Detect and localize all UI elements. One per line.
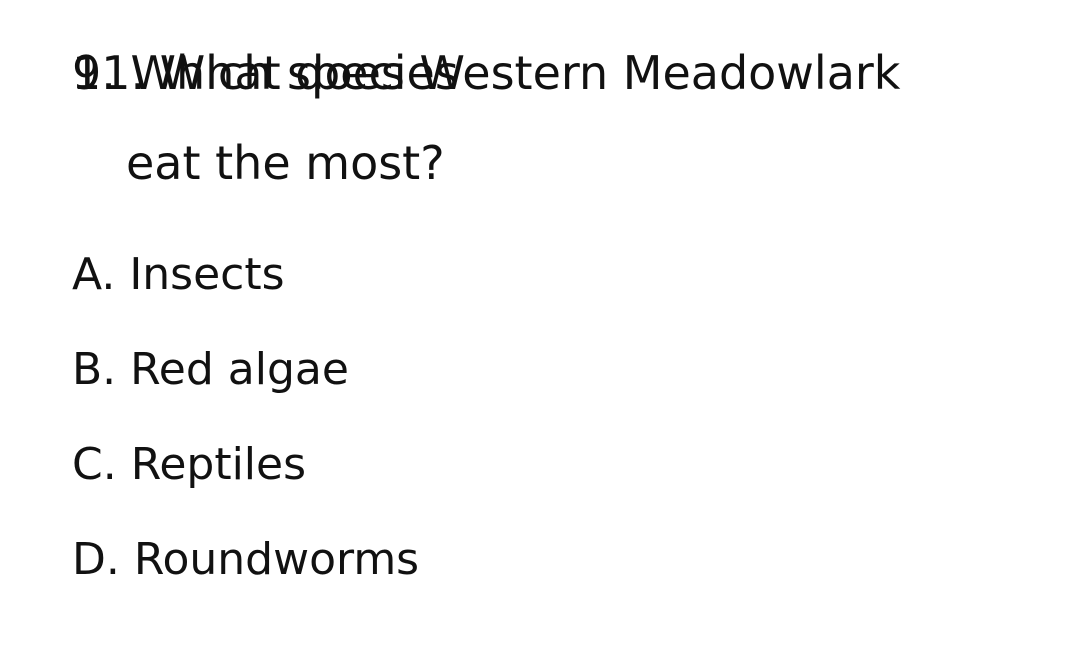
option-text: Red algae xyxy=(130,344,349,395)
question-overlay-text: 9. Which species xyxy=(72,46,459,100)
question-text-line-2: eat the most? xyxy=(126,136,445,190)
question-line-1: 11. What does Western Meadowlark xyxy=(72,28,900,118)
option-d[interactable]: D. Roundworms xyxy=(72,535,419,630)
option-a[interactable]: A. Insects xyxy=(72,250,419,345)
question-text-line-1: What does Western Meadowlark xyxy=(159,46,901,100)
option-letter: D. xyxy=(72,534,120,585)
option-letter: A. xyxy=(72,249,116,300)
option-c[interactable]: C. Reptiles xyxy=(72,440,419,535)
answer-options: A. Insects B. Red algae C. Reptiles D. R… xyxy=(72,250,419,630)
option-text: Insects xyxy=(129,249,285,300)
option-letter: C. xyxy=(72,439,117,490)
option-text: Roundworms xyxy=(133,534,420,585)
option-text: Reptiles xyxy=(130,439,307,490)
question-number: 11. xyxy=(72,46,146,100)
option-b[interactable]: B. Red algae xyxy=(72,345,419,440)
option-letter: B. xyxy=(72,344,117,395)
